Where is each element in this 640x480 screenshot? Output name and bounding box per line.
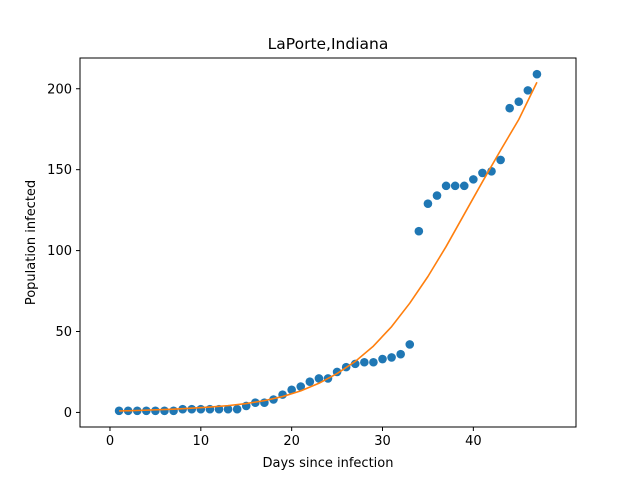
data-point xyxy=(160,406,169,416)
data-point xyxy=(151,406,160,416)
y-tick-label: 100 xyxy=(47,244,72,259)
y-tick-label: 200 xyxy=(47,82,72,97)
data-point xyxy=(196,404,206,414)
data-point xyxy=(223,404,233,414)
x-axis-ticks: 0 10 20 30 40 xyxy=(106,427,482,449)
y-axis-ticks: 0 50 100 150 200 xyxy=(47,82,80,421)
data-point xyxy=(387,353,396,362)
data-point xyxy=(441,181,451,191)
data-point xyxy=(478,168,487,178)
y-axis-label: Population infected xyxy=(24,180,39,305)
data-point xyxy=(496,155,505,165)
data-point xyxy=(505,103,514,113)
data-point xyxy=(305,377,315,386)
data-point xyxy=(369,357,378,367)
data-point xyxy=(432,191,442,200)
data-point xyxy=(287,385,296,395)
x-tick-label: 40 xyxy=(465,434,482,449)
data-point xyxy=(169,406,178,416)
x-tick-label: 10 xyxy=(193,434,210,449)
data-point xyxy=(469,175,478,184)
x-tick-label: 20 xyxy=(283,434,300,449)
plot-content xyxy=(114,69,542,416)
x-tick-label: 0 xyxy=(106,434,114,449)
y-tick-label: 150 xyxy=(47,163,72,178)
y-tick-label: 0 xyxy=(64,406,72,421)
data-point xyxy=(396,349,405,359)
data-point xyxy=(423,199,433,208)
data-point xyxy=(405,340,415,349)
data-point xyxy=(296,382,306,391)
data-point xyxy=(459,181,469,191)
x-axis-label: Days since infection xyxy=(263,456,394,471)
data-point xyxy=(523,86,533,95)
data-point xyxy=(187,404,197,414)
data-point xyxy=(414,226,424,236)
data-point xyxy=(514,97,524,106)
plot-frame xyxy=(79,57,577,428)
data-point xyxy=(350,359,360,369)
data-point xyxy=(532,69,542,79)
fit-curve xyxy=(119,81,538,412)
x-tick-label: 30 xyxy=(374,434,391,449)
data-point xyxy=(232,404,242,414)
data-point xyxy=(360,357,369,367)
data-point xyxy=(450,181,460,191)
y-tick-label: 50 xyxy=(55,325,72,340)
chart-title: LaPorte,Indiana xyxy=(268,35,389,53)
data-point xyxy=(378,354,387,364)
data-point xyxy=(314,374,324,383)
